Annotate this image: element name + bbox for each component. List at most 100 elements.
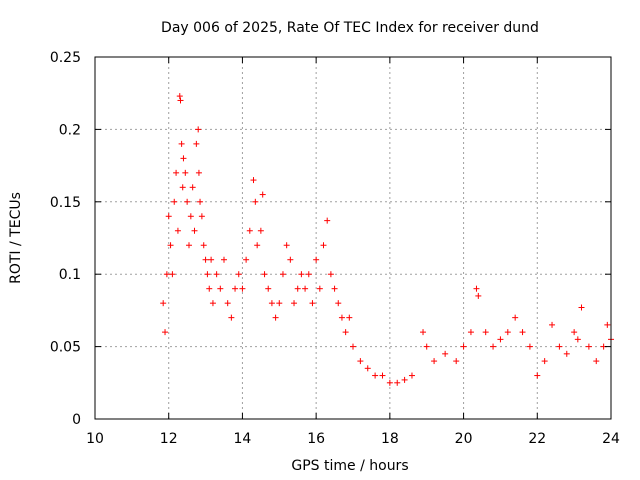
data-point — [200, 242, 207, 249]
data-point — [177, 97, 184, 104]
data-point — [394, 379, 401, 386]
data-point — [420, 329, 427, 336]
data-point — [379, 372, 386, 379]
data-point — [179, 184, 186, 191]
data-point — [250, 177, 257, 184]
data-point — [364, 365, 371, 372]
data-point — [473, 285, 480, 292]
data-point — [453, 358, 460, 365]
data-point — [185, 242, 192, 249]
data-point — [163, 271, 170, 278]
data-point — [585, 343, 592, 350]
data-point — [408, 372, 415, 379]
x-tick-label: 22 — [528, 431, 546, 447]
data-point — [213, 271, 220, 278]
data-point — [316, 285, 323, 292]
data-point — [302, 285, 309, 292]
data-point — [184, 198, 191, 205]
data-point — [252, 198, 259, 205]
data-point — [198, 213, 205, 220]
data-point — [526, 343, 533, 350]
data-point — [254, 242, 261, 249]
data-point — [298, 271, 305, 278]
y-tick-label: 0.2 — [59, 122, 81, 138]
data-point — [504, 329, 511, 336]
plot-frame — [94, 56, 612, 420]
x-tick-label: 14 — [234, 431, 252, 447]
data-point — [287, 256, 294, 263]
x-tick-label: 20 — [455, 431, 473, 447]
data-point — [162, 329, 169, 336]
data-point — [169, 271, 176, 278]
data-point — [209, 300, 216, 307]
data-point — [232, 285, 239, 292]
data-point — [283, 242, 290, 249]
x-tick-label: 12 — [160, 431, 178, 447]
data-point — [475, 292, 482, 299]
data-point — [180, 155, 187, 162]
data-point — [324, 217, 331, 224]
x-tick-label: 16 — [307, 431, 325, 447]
data-point — [193, 140, 200, 147]
data-point — [239, 285, 246, 292]
data-point — [197, 198, 204, 205]
x-tick-label: 18 — [381, 431, 399, 447]
data-point — [331, 285, 338, 292]
data-point — [265, 285, 272, 292]
data-point — [272, 314, 279, 321]
data-point — [204, 271, 211, 278]
data-point — [604, 321, 611, 328]
data-point — [556, 343, 563, 350]
data-point — [195, 126, 202, 133]
data-point — [338, 314, 345, 321]
data-point — [173, 169, 180, 176]
data-point — [442, 350, 449, 357]
data-point — [563, 350, 570, 357]
data-point — [259, 191, 266, 198]
data-point — [346, 314, 353, 321]
data-point — [593, 358, 600, 365]
data-point — [224, 300, 231, 307]
data-point — [327, 271, 334, 278]
data-point — [467, 329, 474, 336]
data-point — [206, 285, 213, 292]
y-tick-label: 0 — [72, 412, 81, 428]
data-point — [182, 169, 189, 176]
grid-layer — [95, 57, 611, 419]
data-point — [276, 300, 283, 307]
data-point — [320, 242, 327, 249]
data-point — [195, 169, 202, 176]
data-point — [208, 256, 215, 263]
data-point — [171, 198, 178, 205]
data-point — [246, 227, 253, 234]
data-point — [482, 329, 489, 336]
data-point — [187, 213, 194, 220]
data-point — [291, 300, 298, 307]
data-point — [372, 372, 379, 379]
data-point — [357, 358, 364, 365]
data-point — [221, 256, 227, 263]
data-point — [490, 343, 497, 350]
x-axis-label: GPS time / hours — [291, 458, 408, 474]
data-point — [235, 271, 242, 278]
y-tick-label: 0.25 — [50, 50, 81, 66]
data-point — [313, 256, 320, 263]
data-point — [217, 285, 224, 292]
data-point — [309, 300, 316, 307]
data-point — [165, 213, 172, 220]
y-tick-label: 0.05 — [50, 340, 81, 356]
data-point — [335, 300, 342, 307]
data-point — [268, 300, 275, 307]
data-point — [178, 140, 185, 147]
data-point — [261, 271, 268, 278]
y-tick-label: 0.1 — [59, 267, 81, 283]
data-point — [350, 343, 356, 350]
axis-ticks: 10 12 14 16 18 20 22 24 0 0.05 0.1 0.15 0.2 0.25 — [50, 50, 620, 447]
data-point — [401, 376, 408, 383]
data-point — [305, 271, 312, 278]
x-tick-label: 24 — [602, 431, 620, 447]
data-point — [519, 329, 526, 336]
data-point — [541, 358, 548, 365]
data-point — [228, 314, 235, 321]
